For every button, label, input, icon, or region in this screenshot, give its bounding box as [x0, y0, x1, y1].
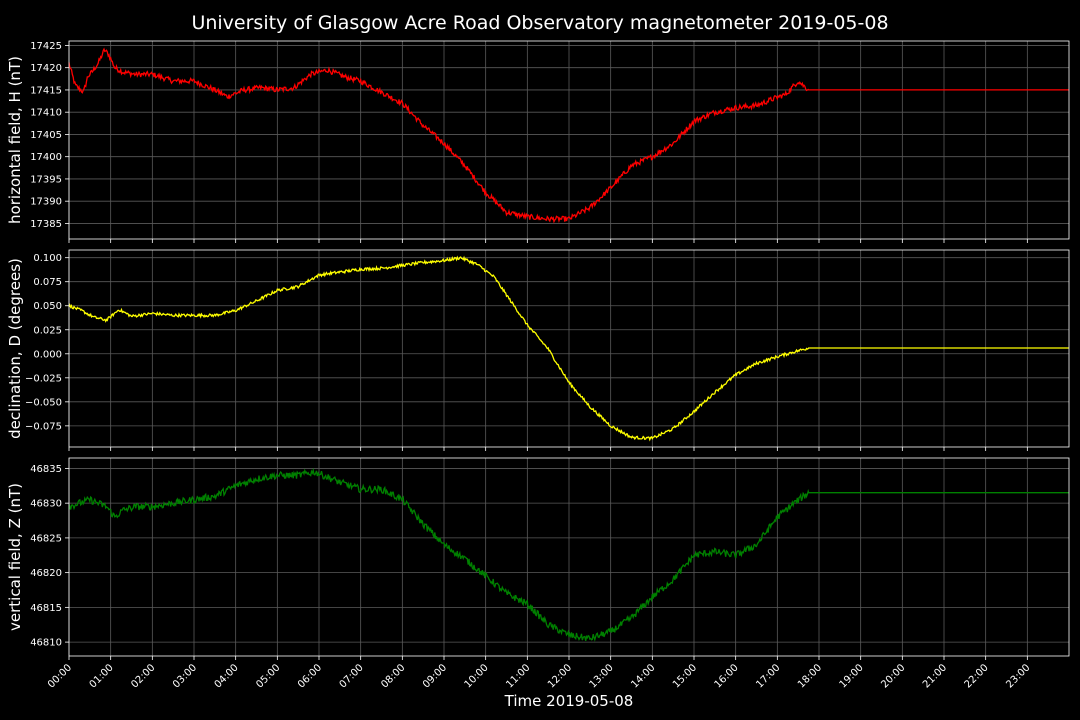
y-tick-label: 0.050: [33, 301, 62, 312]
y-axis-label: declination, D (degrees): [6, 258, 24, 439]
y-tick-label: 17425: [30, 41, 62, 52]
y-tick-label: 46815: [30, 603, 62, 614]
x-axis-label: Time 2019-05-08: [504, 692, 634, 710]
y-tick-label: 17395: [30, 174, 62, 185]
plot-frame: [68, 457, 1070, 657]
y-tick-label: 46810: [30, 638, 62, 649]
panel-1: 17385 17390 17395 17400 17405 17410 17415 17420…: [6, 40, 1070, 243]
y-tick-label: 17410: [30, 108, 62, 119]
y-tick-label: 17415: [30, 85, 62, 96]
y-tick-label: 0.025: [33, 325, 62, 336]
y-tick-label: 17405: [30, 130, 62, 141]
series-line: [68, 467, 1069, 642]
plot-frame: [68, 249, 1070, 448]
y-tick-label: 46830: [30, 499, 62, 510]
y-tick-label: 0.000: [33, 349, 62, 360]
y-tick-label: 46820: [30, 568, 62, 579]
y-axis-label: horizontal field, H (nT): [6, 56, 24, 224]
chart-title: University of Glasgow Acre Road Observat…: [191, 12, 888, 34]
y-tick-label: 17385: [30, 219, 62, 230]
y-tick-label: 46825: [30, 533, 62, 544]
y-tick-label: 46835: [30, 464, 62, 475]
y-tick-label: 17390: [30, 197, 62, 208]
y-axis-label: vertical field, Z (nT): [6, 483, 24, 631]
panel-3: 46810 46815 46820 46825 46830 46835 vertical f…: [6, 457, 1070, 660]
y-tick-label: −0.050: [25, 397, 62, 408]
y-tick-label: 17400: [30, 152, 62, 163]
y-tick-label: −0.075: [25, 421, 62, 432]
y-tick-label: −0.025: [25, 373, 62, 384]
series-line: [68, 47, 1069, 224]
plot-frame: [68, 40, 1070, 240]
y-tick-label: 0.075: [33, 277, 62, 288]
series-line: [68, 255, 1069, 442]
y-tick-label: 17420: [30, 63, 62, 74]
y-tick-label: 0.100: [33, 253, 62, 264]
panel-2: −0.075 −0.050 −0.025 0.000 0.025 0.050 0.075 0.…: [6, 249, 1070, 451]
